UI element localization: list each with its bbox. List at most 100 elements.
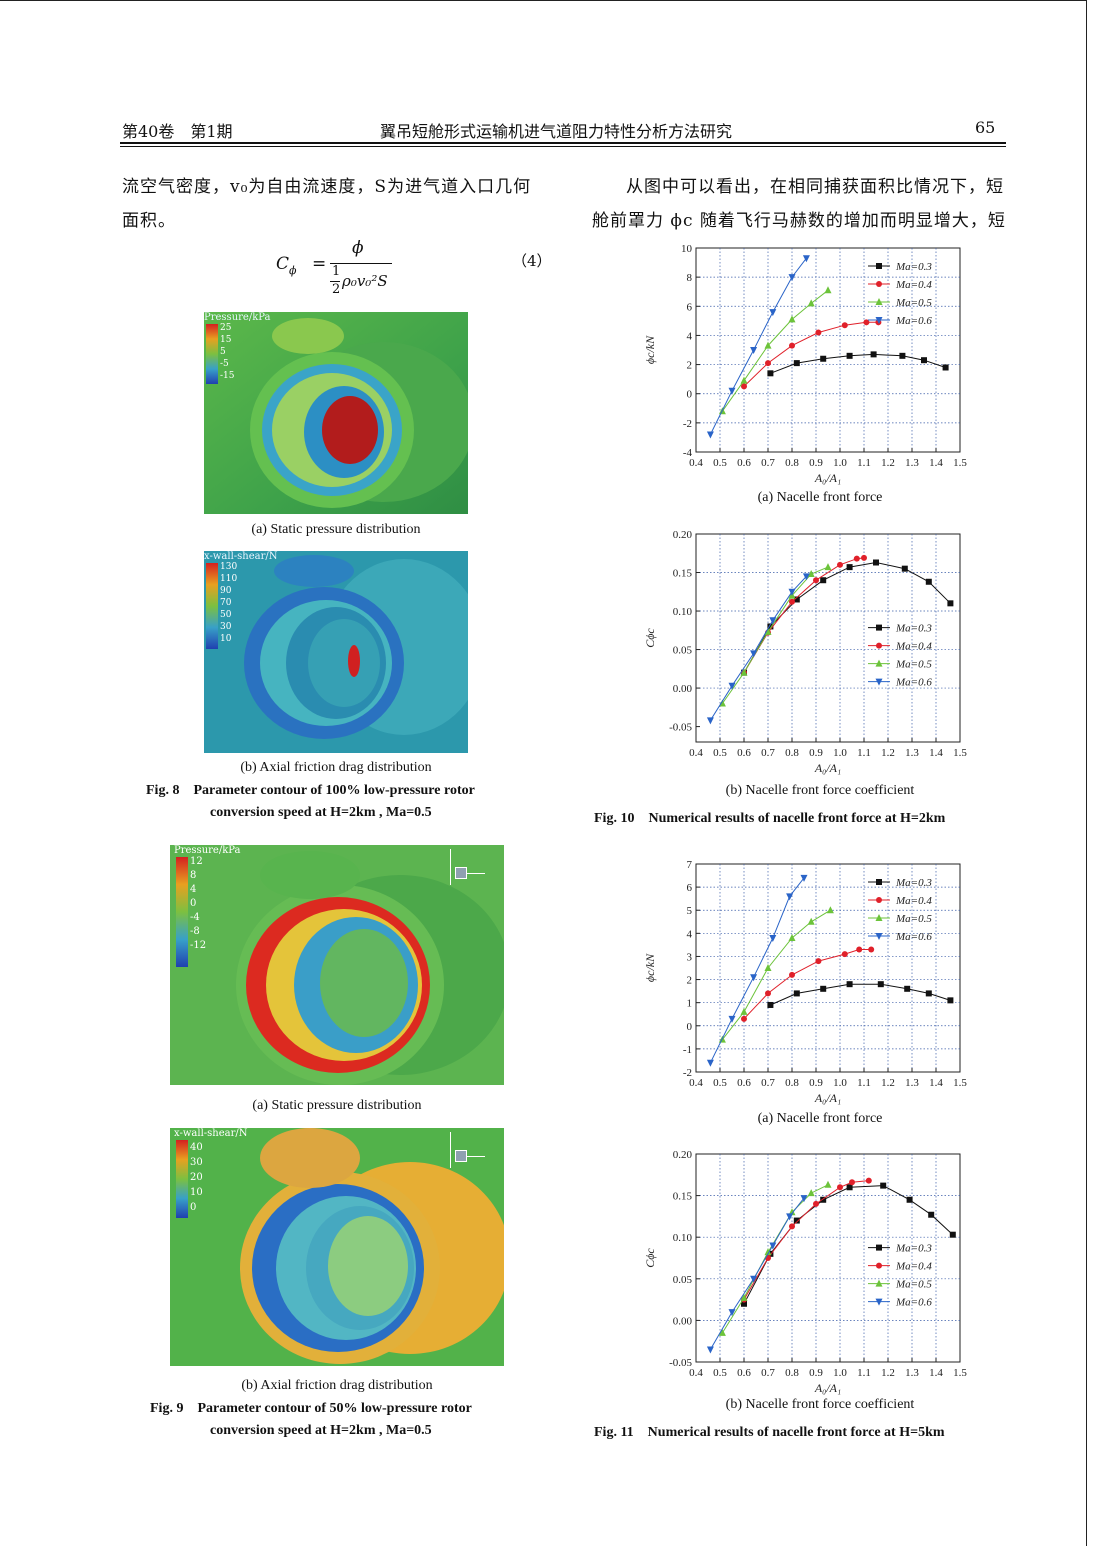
legend-marker xyxy=(876,879,882,885)
data-point xyxy=(873,559,879,566)
y-tick-label: -0.05 xyxy=(669,1357,692,1369)
fig9a-caption: (a) Static pressure distribution xyxy=(252,1098,422,1113)
x-tick-label: 1.0 xyxy=(833,457,847,469)
y-tick-label: -2 xyxy=(683,418,692,430)
y-tick-label: 2 xyxy=(687,975,693,987)
x-tick-label: 1.2 xyxy=(881,457,895,469)
fig9b-contour-image: x-wall-shear/N 40 30 20 10 0 xyxy=(170,1128,504,1366)
fig8b-colorbar xyxy=(206,563,218,649)
series-line-Ma-0.6 xyxy=(709,257,807,435)
data-point xyxy=(788,274,796,282)
fig10b-caption: (b) Nacelle front force coefficient xyxy=(725,783,915,798)
eq-fraction-bar xyxy=(330,263,392,264)
eq-denominator-rest: ρ₀v₀²S xyxy=(342,272,388,290)
data-point xyxy=(793,360,800,367)
y-tick-label: 0.20 xyxy=(673,529,693,541)
series-line-Ma-0.5 xyxy=(721,566,829,704)
data-point xyxy=(769,934,777,942)
data-point xyxy=(765,990,771,997)
x-tick-label: 0.6 xyxy=(737,457,751,469)
x-tick-label: 0.6 xyxy=(737,1367,751,1379)
data-point xyxy=(813,1200,819,1207)
data-point xyxy=(807,299,815,307)
data-point xyxy=(846,1184,853,1191)
fig11-caption-label: Fig. 11 xyxy=(594,1425,634,1440)
data-point xyxy=(706,1346,714,1354)
y-tick-label: 0.10 xyxy=(673,1232,693,1244)
left-paragraph-line2: 面积。 xyxy=(122,211,176,231)
data-point xyxy=(769,617,777,625)
y-tick-label: 0.00 xyxy=(673,1315,693,1327)
data-point xyxy=(813,577,819,584)
fig9a-legend-title: Pressure/kPa xyxy=(174,845,241,856)
page-edge xyxy=(1086,0,1087,1546)
data-point xyxy=(800,874,808,882)
legend-label: Ma=0.3 xyxy=(895,877,932,889)
legend-label: Ma=0.4 xyxy=(895,641,932,653)
data-point xyxy=(786,893,794,901)
data-point xyxy=(846,352,853,359)
data-point xyxy=(849,1179,855,1186)
fig10-caption-label: Fig. 10 xyxy=(594,811,635,826)
data-point xyxy=(820,985,827,992)
fig9b-legend-title: x-wall-shear/N xyxy=(174,1128,248,1139)
data-point xyxy=(767,370,774,377)
data-point xyxy=(728,387,736,395)
data-point xyxy=(925,578,932,585)
legend-marker xyxy=(876,642,882,649)
data-point xyxy=(741,1300,747,1307)
data-point xyxy=(837,1184,843,1191)
x-tick-label: 1.0 xyxy=(833,1077,847,1089)
fig8-caption-line2: conversion speed at H=2km , Ma=0.5 xyxy=(210,805,432,820)
data-point xyxy=(788,933,796,941)
data-point xyxy=(767,1001,774,1008)
x-tick-label: 0.5 xyxy=(713,457,727,469)
legend-label: Ma=0.6 xyxy=(895,677,932,689)
x-tick-label: 1.4 xyxy=(929,1367,943,1379)
y-tick-label: 10 xyxy=(681,243,693,255)
y-axis-label: ϕc/kN xyxy=(643,953,657,982)
data-point xyxy=(846,564,853,571)
left-paragraph-line1: 流空气密度，v₀为自由流速度，S为进气道入口几何 xyxy=(122,177,532,197)
legend-label: Ma=0.5 xyxy=(895,1279,932,1291)
data-point xyxy=(921,357,927,364)
plot-frame xyxy=(695,1153,961,1363)
y-axis-label: Cϕc xyxy=(643,628,657,648)
data-point xyxy=(788,588,796,596)
legend-label: Ma=0.4 xyxy=(895,895,932,907)
x-tick-label: 0.5 xyxy=(713,747,727,759)
legend-label: Ma=0.6 xyxy=(895,931,932,943)
eq-half-num: 1 xyxy=(332,264,341,279)
x-tick-label: 0.4 xyxy=(689,457,703,469)
data-point xyxy=(769,309,777,317)
fig9b-legend-values: 40 30 20 10 0 xyxy=(190,1142,203,1213)
y-tick-label: -0.05 xyxy=(669,722,692,734)
x-tick-label: 1.0 xyxy=(833,1367,847,1379)
equation-4: C ϕ = ϕ 1 2 ρ₀v₀²S （4） xyxy=(276,238,552,297)
data-point xyxy=(740,1007,748,1015)
y-axis-label: ϕc/kN xyxy=(643,335,657,364)
x-axis-label: A₀/A₁ xyxy=(814,1091,841,1105)
data-point xyxy=(765,360,771,367)
right-paragraph-line2: 舱前罩力 ϕc 随着飞行马赫数的增加而明显增大，短 xyxy=(592,211,1006,231)
plot-frame xyxy=(695,533,961,743)
data-point xyxy=(800,1195,808,1203)
x-tick-label: 0.8 xyxy=(785,1077,799,1089)
data-point xyxy=(718,1328,726,1336)
right-paragraph-line1: 从图中可以看出，在相同捕获面积比情况下，短 xyxy=(626,177,1004,197)
data-point xyxy=(740,668,748,676)
fig8a-contour-image: Pressure/kPa 25 15 5 -5 -15 xyxy=(204,312,468,514)
x-tick-label: 1.3 xyxy=(905,1077,919,1089)
y-tick-label: 3 xyxy=(687,951,693,963)
data-point xyxy=(904,985,911,992)
data-point xyxy=(728,682,736,690)
legend-marker xyxy=(875,678,883,686)
data-point xyxy=(841,322,848,329)
x-tick-label: 0.4 xyxy=(689,1367,703,1379)
legend-label: Ma=0.4 xyxy=(895,1261,932,1273)
data-point xyxy=(942,364,949,371)
data-point xyxy=(824,1180,832,1188)
fig9a-legend-values: 12 8 4 0 -4 -8 -12 xyxy=(190,856,207,951)
series-line-Ma-0.3 xyxy=(770,353,946,374)
x-tick-label: 1.5 xyxy=(953,457,967,469)
